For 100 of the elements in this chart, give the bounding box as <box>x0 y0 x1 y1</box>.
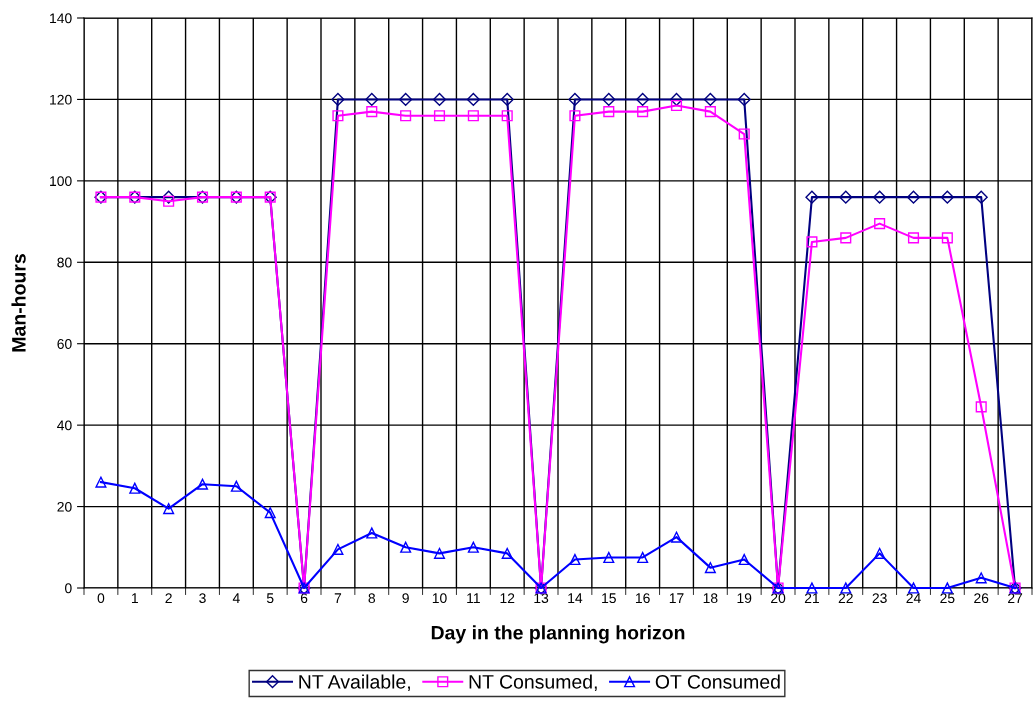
x-tick-label: 23 <box>872 593 887 604</box>
point <box>399 92 413 107</box>
point <box>839 190 853 204</box>
point <box>806 582 818 594</box>
point <box>366 527 378 539</box>
point <box>568 92 582 107</box>
x-tick-label: 5 <box>266 593 274 604</box>
y-tick-label: 40 <box>57 420 72 431</box>
point <box>569 553 581 566</box>
point <box>974 190 988 204</box>
point <box>162 190 176 204</box>
point <box>906 190 921 204</box>
point <box>603 551 615 564</box>
point <box>738 128 750 140</box>
x-tick-label: 21 <box>804 593 819 603</box>
y-tick-label: 140 <box>50 13 72 24</box>
x-tick-label: 24 <box>906 593 921 603</box>
x-tick-label: 16 <box>635 593 650 604</box>
x-tick-label: 3 <box>199 593 206 604</box>
point <box>874 547 886 559</box>
legend-label: OT Consumed <box>655 674 780 689</box>
x-axis-title: Day in the planning horizon <box>431 625 685 644</box>
x-tick-label: 19 <box>737 593 752 604</box>
point <box>874 218 886 230</box>
y-tick-label: 80 <box>57 257 72 268</box>
point <box>501 110 513 122</box>
point <box>805 190 819 204</box>
point <box>433 110 446 122</box>
x-tick-label: 8 <box>368 593 376 604</box>
point <box>467 541 479 553</box>
point <box>940 190 954 204</box>
point <box>365 92 379 107</box>
x-tick-label: 20 <box>771 593 786 604</box>
point <box>704 106 716 118</box>
point <box>466 92 480 107</box>
x-tick-label: 14 <box>568 593 583 603</box>
x-tick-label: 2 <box>165 593 172 603</box>
y-axis-title: Man-hours <box>11 254 26 352</box>
point <box>602 92 616 107</box>
point <box>637 551 649 564</box>
x-tick-label: 7 <box>334 593 342 603</box>
x-tick-label: 0 <box>97 593 105 604</box>
legend-label: NT Available, <box>299 674 410 692</box>
x-tick-label: 1 <box>131 593 138 603</box>
point <box>400 110 412 122</box>
y-tick-label: 60 <box>57 339 72 349</box>
point <box>907 232 920 244</box>
point <box>500 92 514 107</box>
point <box>163 195 175 207</box>
x-tick-label: 27 <box>1008 593 1023 603</box>
point <box>400 541 412 553</box>
point <box>669 92 684 107</box>
y-tick-label: 20 <box>57 501 72 512</box>
point <box>738 553 750 566</box>
point <box>840 582 852 594</box>
x-tick-label: 25 <box>940 593 955 604</box>
point <box>163 503 175 515</box>
x-tick-label: 4 <box>232 593 240 603</box>
x-tick-label: 22 <box>838 593 853 603</box>
x-tick-label: 15 <box>602 593 616 604</box>
point <box>433 547 446 559</box>
x-tick-label: 11 <box>467 593 480 603</box>
y-tick-label: 120 <box>50 94 72 105</box>
point <box>501 547 513 559</box>
point <box>366 106 378 118</box>
point <box>704 562 716 574</box>
point <box>975 401 987 413</box>
point <box>637 106 649 118</box>
y-tick-label: 0 <box>65 583 72 594</box>
point <box>636 92 650 107</box>
point <box>332 543 344 555</box>
x-tick-label: 12 <box>500 593 515 603</box>
x-tick-label: 10 <box>432 593 447 604</box>
point <box>941 232 953 244</box>
x-tick-label: 18 <box>703 593 718 604</box>
point <box>331 92 345 107</box>
point <box>670 531 683 543</box>
point <box>840 232 852 244</box>
point <box>703 92 717 107</box>
point <box>873 190 887 204</box>
point <box>95 476 107 488</box>
point <box>264 507 276 519</box>
point <box>196 478 209 490</box>
point <box>569 110 581 122</box>
x-tick-label: 9 <box>402 593 409 604</box>
x-tick-label: 26 <box>974 593 989 604</box>
legend-label: NT Consumed, <box>469 674 597 692</box>
point <box>230 480 242 492</box>
point <box>941 582 953 594</box>
point <box>467 110 479 122</box>
point <box>603 106 615 118</box>
point <box>806 236 818 248</box>
point <box>737 92 751 107</box>
point <box>670 99 683 112</box>
point <box>432 92 447 107</box>
point <box>332 110 344 122</box>
x-tick-label: 13 <box>534 593 549 604</box>
x-tick-label: 17 <box>669 593 684 603</box>
point <box>907 582 920 594</box>
y-tick-label: 100 <box>50 176 72 187</box>
